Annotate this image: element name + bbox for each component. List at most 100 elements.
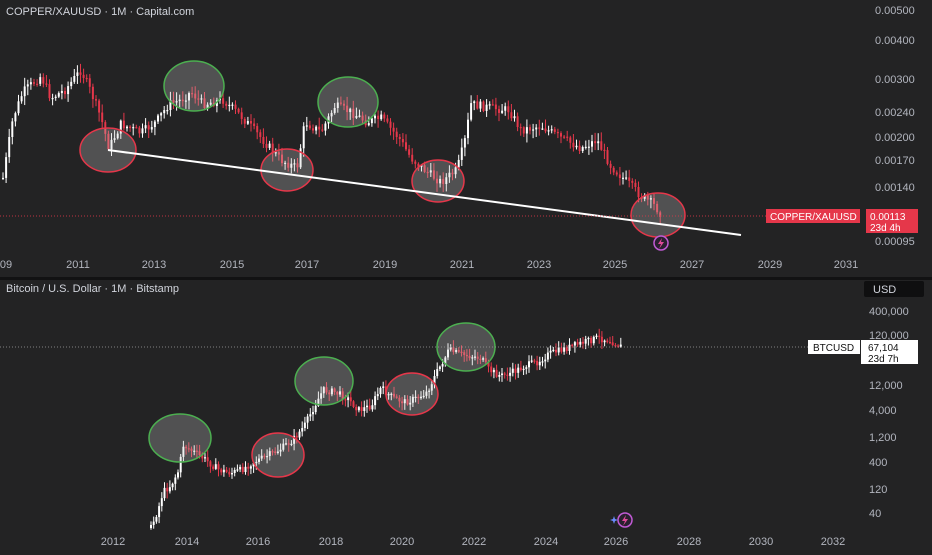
top-candle-body [603,149,606,152]
bottom-candle-body [293,435,296,444]
currency-button[interactable] [864,281,924,297]
bottom-y-tick-label: 400,000 [869,306,909,318]
bottom-candle-body [600,336,603,343]
top-y-tick-label: 0.00500 [875,5,915,17]
top-candle-body [563,136,566,138]
top-candle-body [516,116,519,128]
top-candle-body [175,101,178,103]
bottom-candle-body [303,422,306,428]
top-candle-body [82,74,85,78]
top-candle-body [392,127,395,132]
bottom-candle-body [274,451,277,453]
bottom-candle-body [568,344,571,351]
top-candle-body [29,82,32,85]
top-candle-body [197,98,200,100]
top-event-marker[interactable] [653,235,669,251]
bottom-candle-body [298,431,301,438]
top-candle-body [240,112,243,119]
bottom-candle-body [555,349,557,353]
top-candle-body [265,143,268,148]
top-candle-body [612,167,615,173]
bottom-candle-body [309,414,312,417]
bottom-candle-body [193,450,196,452]
top-candle-body [116,133,119,139]
top-candle-body [203,98,206,109]
bottom-chart-title[interactable]: Bitcoin / U.S. Dollar · 1M · Bitstamp [6,283,179,295]
bottom-candle-body [166,487,169,492]
top-chart-title[interactable]: COPPER/XAUUSD · 1M · Capital.com [6,6,194,18]
bottom-symbol-tag-label: BTCUSD [813,343,854,354]
top-candle-body [339,102,342,104]
top-candle-body [315,126,318,131]
top-candle-body [594,141,597,144]
bottom-candle-body [498,375,501,377]
bottom-candle-body [212,466,215,469]
top-candle-body [91,86,94,100]
bottom-candle-body [465,354,468,357]
top-candle-body [262,136,265,144]
bottom-candle-body [544,359,547,362]
top-y-tick-label: 0.00200 [875,132,915,144]
top-candle-body [656,203,659,213]
top-candle-body [141,128,144,134]
top-candle-body [646,195,649,200]
top-green-highlight-circle [317,76,379,128]
top-candle-body [51,98,54,100]
bottom-candle-body [414,396,417,399]
bottom-candle-body [406,399,409,405]
top-candle-body [85,77,88,80]
top-candle-body [95,99,97,101]
bottom-time-axis[interactable]: 2012 2014 2016 2018 2020 2022 2024 2026 2028 2030… [101,536,845,548]
support-trendline[interactable] [107,149,742,236]
bottom-candle-body [460,351,463,353]
bottom-candle-body [603,340,606,343]
top-candle-body [194,93,197,99]
top-candle-body [181,99,184,102]
top-candle-body [271,143,274,153]
top-candle-body [138,127,141,134]
top-candle-body [507,106,510,113]
top-price-axis[interactable]: 0.00500 0.00400 0.00300 0.00240 0.00200 0.001… [875,5,915,248]
bottom-candle-body [506,374,509,376]
bottom-candle-body [387,394,390,396]
top-candle-body [442,178,445,185]
bottom-candle-body [187,448,190,450]
top-candle-body [414,161,417,164]
bottom-candle-body [617,345,620,347]
bottom-candle-body [344,399,347,401]
top-x-tick-label: 2017 [295,259,319,271]
top-candle-body [609,163,612,168]
bottom-event-marker[interactable] [610,512,633,528]
bottom-x-tick-label: 2024 [534,536,558,548]
bottom-candle-body [266,456,269,458]
top-candle-body [129,126,132,128]
bottom-candle-body [366,405,368,408]
bottom-candle-body [449,347,452,350]
pane-divider[interactable] [0,277,932,280]
bottom-price-axis[interactable]: 400,000 120,000 12,000 4,000 1,200 400 120 40 [869,306,909,520]
top-candle-body [153,121,156,128]
bottom-candle-body [260,455,263,459]
bottom-candle-body [492,369,495,373]
top-candle-body [274,152,277,154]
top-x-tick-label: 2027 [680,259,704,271]
top-candle-body [649,198,652,200]
bottom-x-tick-label: 2020 [390,536,414,548]
top-candle-body [324,123,327,131]
top-candle-body [535,127,538,130]
top-candle-body [374,115,376,119]
bottom-candle-body [195,450,198,452]
bottom-candle-body [150,524,152,528]
top-candle-body [234,104,237,109]
top-candle-body [498,109,500,113]
bottom-candle-body [503,373,506,375]
top-candle-body [460,147,463,160]
top-candle-body [643,195,646,199]
bottom-candle-body [255,461,258,464]
top-candle-body [457,159,460,168]
top-price-tag-countdown: 23d 4h [870,223,901,234]
bottom-candle-body [468,355,471,359]
top-time-axis[interactable]: 09 2011 2013 2015 2017 2019 2021 2023 2025 2027 20… [0,259,858,271]
bottom-candle-body [182,446,185,457]
